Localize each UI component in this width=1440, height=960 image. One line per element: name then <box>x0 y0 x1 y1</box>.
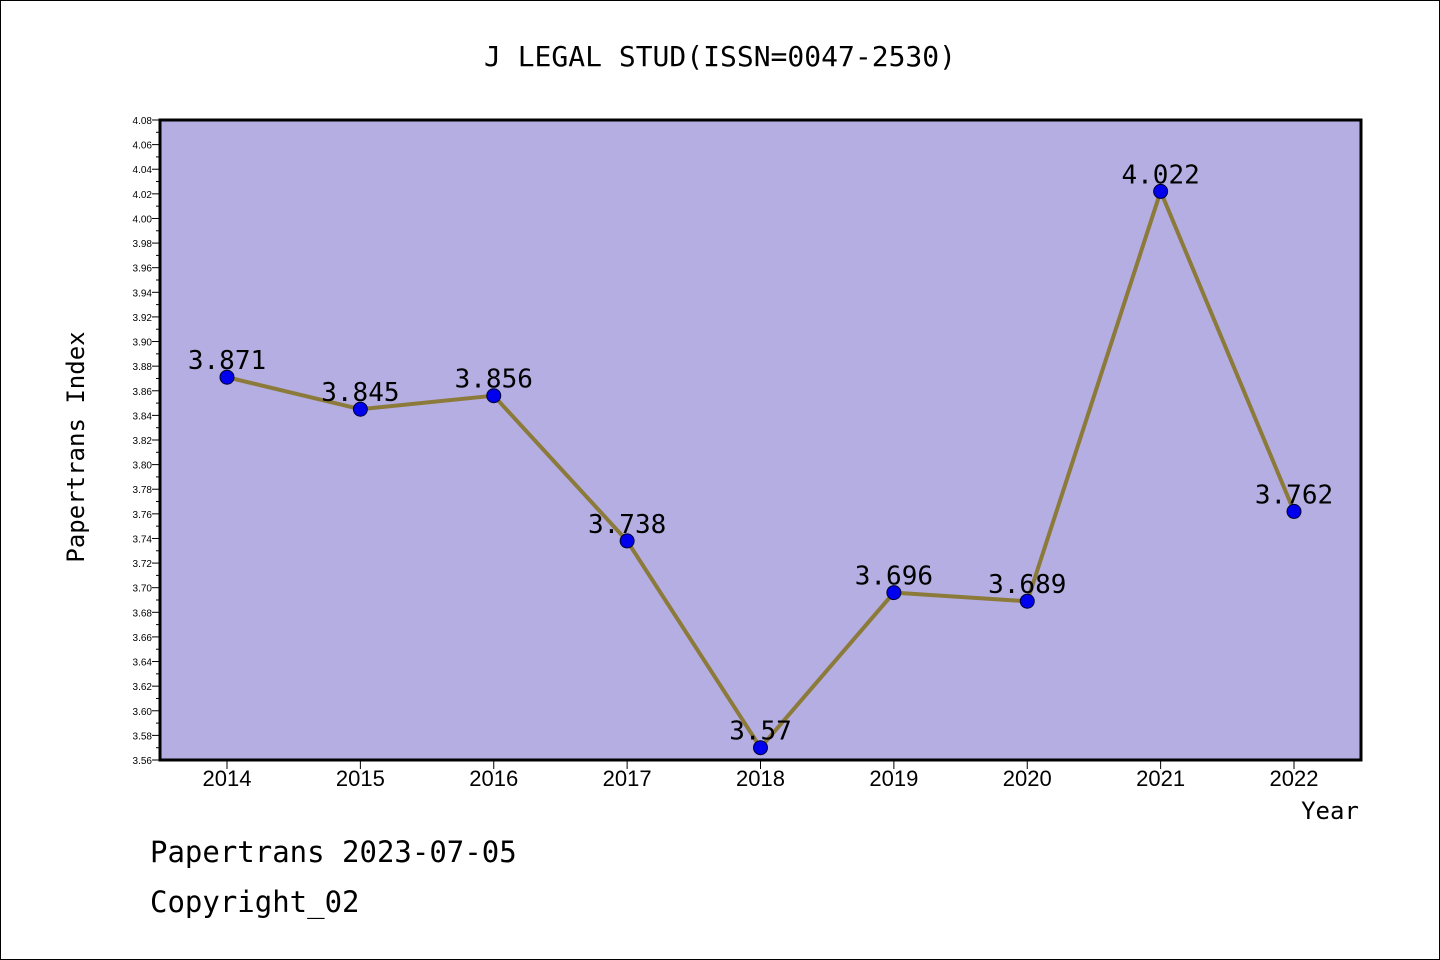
data-label: 3.871 <box>188 346 266 376</box>
y-axis: 3.56 3.58 3.60 3.62 3.64 3.66 3.68 3.70 3.72 3.74… <box>133 116 160 767</box>
x-tick-label: 2014 <box>203 766 252 791</box>
x-tick-label: 2017 <box>603 766 652 791</box>
y-tick-label: 3.64 <box>133 658 153 669</box>
y-tick-label: 3.96 <box>133 264 153 275</box>
x-tick-label: 2019 <box>869 766 918 791</box>
y-tick-label: 3.88 <box>133 362 153 373</box>
data-point <box>1286 503 1302 519</box>
y-tick-label: 3.78 <box>133 485 153 496</box>
data-point <box>219 369 235 385</box>
chart-title: J LEGAL STUD(ISSN=0047-2530) <box>484 40 956 73</box>
x-tick-label: 2022 <box>1270 766 1319 791</box>
x-tick-label: 2021 <box>1136 766 1185 791</box>
data-label: 4.022 <box>1121 160 1199 190</box>
data-label: 3.762 <box>1255 480 1333 510</box>
y-tick-label: 3.60 <box>133 707 153 718</box>
y-tick-label: 3.98 <box>133 239 153 250</box>
x-axis: 2014 2015 2016 2017 2018 2019 2020 2021 2022 <box>203 760 1319 791</box>
y-tick-label: 3.92 <box>133 313 153 324</box>
data-point <box>352 401 368 417</box>
data-label: 3.845 <box>321 378 399 408</box>
y-tick-label: 3.80 <box>133 461 153 472</box>
footer-date: Papertrans 2023-07-05 <box>150 835 517 869</box>
y-tick-label: 3.62 <box>133 682 153 693</box>
x-axis-label: Year <box>1301 797 1359 825</box>
y-axis-label: Papertrans Index <box>62 331 90 562</box>
y-tick-label: 3.82 <box>133 436 153 447</box>
data-point <box>486 388 502 404</box>
y-tick-label: 4.08 <box>133 116 153 127</box>
data-label: 3.738 <box>588 510 666 540</box>
data-point <box>1019 593 1035 609</box>
y-tick-label: 4.04 <box>133 165 153 176</box>
y-tick-label: 3.84 <box>133 411 153 422</box>
data-labels-group: 3.871 3.845 3.856 3.738 3.57 3.696 3.689 4.022 3… <box>188 160 1333 746</box>
footer-copyright: Copyright_02 <box>150 885 360 919</box>
y-tick-label: 3.94 <box>133 288 153 299</box>
data-label: 3.856 <box>455 365 533 395</box>
x-tick-label: 2018 <box>736 766 785 791</box>
y-tick-label: 4.02 <box>133 190 153 201</box>
data-label: 3.57 <box>729 717 792 747</box>
y-tick-label: 3.58 <box>133 731 153 742</box>
y-tick-label: 3.86 <box>133 387 153 398</box>
y-tick-label: 3.66 <box>133 633 153 644</box>
y-tick-label: 4.00 <box>133 214 153 225</box>
data-point <box>1153 183 1169 199</box>
data-label: 3.696 <box>855 562 933 592</box>
plot-area <box>158 118 1363 762</box>
y-tick-label: 4.06 <box>133 141 153 152</box>
y-tick-label: 3.76 <box>133 510 153 521</box>
y-tick-label: 3.70 <box>133 584 153 595</box>
data-point <box>753 740 768 756</box>
x-tick-label: 2016 <box>469 766 518 791</box>
y-tick-label: 3.56 <box>133 756 153 767</box>
y-tick-label: 3.72 <box>133 559 153 570</box>
data-point <box>886 585 902 601</box>
data-point <box>619 533 635 549</box>
x-tick-label: 2015 <box>336 766 385 791</box>
data-label: 3.689 <box>988 570 1066 600</box>
y-tick-label: 3.68 <box>133 608 153 619</box>
markers-group <box>219 183 1302 756</box>
y-tick-label: 3.90 <box>133 338 153 349</box>
y-tick-label: 3.74 <box>133 534 153 545</box>
x-tick-label: 2020 <box>1003 766 1052 791</box>
